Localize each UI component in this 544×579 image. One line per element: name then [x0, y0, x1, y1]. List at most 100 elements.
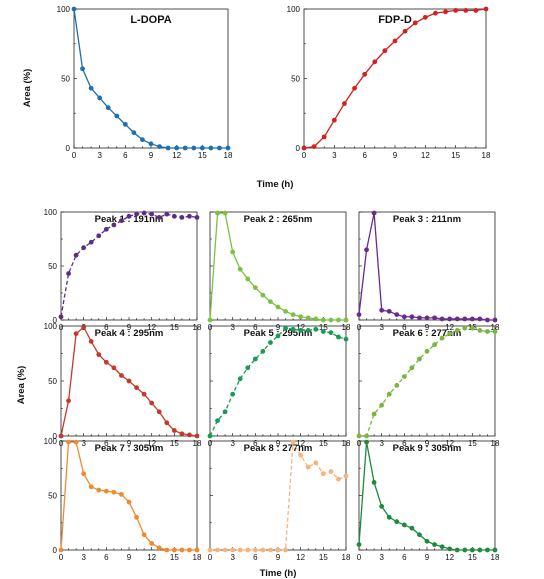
data-point	[439, 544, 445, 550]
data-point	[194, 215, 200, 220]
data-point	[352, 85, 357, 91]
data-point	[328, 317, 334, 323]
data-point	[268, 340, 273, 345]
x-tick-label: 12	[296, 553, 305, 562]
x-tick-label: 0	[59, 553, 64, 562]
data-point	[111, 365, 117, 371]
bottom-y-axis-label: Area (%)	[16, 366, 27, 405]
x-tick-label: 15	[468, 439, 477, 448]
data-point	[321, 134, 327, 140]
x-tick-label: 6	[362, 151, 367, 160]
chart-title: L-DOPA	[130, 14, 171, 26]
x-tick-label: 6	[104, 439, 109, 448]
x-tick-label: 9	[393, 151, 398, 160]
x-tick-label: 3	[379, 553, 384, 562]
x-tick-label: 9	[425, 323, 430, 332]
y-tick-label: 50	[61, 75, 70, 84]
data-point	[409, 525, 415, 531]
series-line	[73, 8, 228, 149]
bottom-x-axis-label: Time (h)	[260, 568, 297, 579]
data-point	[179, 215, 185, 220]
data-point	[222, 409, 228, 415]
data-point	[245, 365, 251, 371]
data-point	[477, 547, 483, 553]
data-point	[477, 316, 483, 322]
data-point	[401, 374, 407, 379]
data-point	[473, 7, 479, 13]
plot-frame	[209, 325, 347, 437]
data-point	[469, 316, 475, 322]
data-point	[485, 547, 490, 553]
x-tick-label: 12	[421, 151, 430, 160]
data-point	[131, 130, 137, 136]
data-point	[313, 316, 319, 322]
data-point	[119, 492, 124, 497]
x-tick-label: 6	[402, 323, 407, 332]
x-tick-label: 15	[170, 323, 179, 332]
data-point	[409, 314, 415, 320]
data-point	[191, 145, 197, 151]
data-point	[148, 141, 154, 147]
x-tick-label: 9	[127, 439, 132, 448]
data-point	[245, 547, 251, 553]
data-point	[447, 546, 453, 552]
chart-title: Peak 9 : 305nm	[393, 443, 462, 454]
data-point	[298, 328, 304, 333]
data-point	[71, 6, 77, 12]
series-line	[60, 441, 197, 551]
data-point	[88, 85, 94, 91]
x-tick-label: 15	[319, 553, 328, 562]
data-point	[424, 348, 430, 354]
data-point	[386, 391, 392, 397]
data-point	[290, 312, 296, 317]
data-point	[179, 431, 185, 437]
top-y-axis-label: Area (%)	[22, 69, 33, 108]
x-tick-label: 12	[296, 323, 305, 332]
x-tick-label: 9	[276, 553, 281, 562]
data-point	[409, 365, 415, 371]
data-point	[343, 336, 349, 342]
data-point	[283, 547, 288, 553]
x-tick-label: 15	[451, 151, 460, 160]
data-point	[394, 312, 400, 317]
data-point	[156, 215, 162, 220]
data-point	[301, 145, 307, 151]
chart-panel-9: 0 3 6 9 12 15 18 0 50 100 Peak 7 : 305nm	[44, 437, 202, 562]
y-tick-label: 100	[44, 322, 58, 331]
data-point	[81, 324, 87, 330]
data-point	[207, 547, 213, 553]
data-point	[164, 211, 170, 217]
y-tick-label: 50	[291, 75, 300, 84]
data-point	[96, 233, 102, 239]
data-point	[320, 471, 326, 477]
data-point	[187, 547, 192, 553]
plot-frame	[209, 211, 347, 321]
plot-frame	[60, 211, 198, 321]
data-point	[290, 326, 296, 332]
x-tick-label: 9	[276, 439, 281, 448]
data-point	[492, 547, 498, 553]
data-point	[454, 316, 460, 322]
data-point	[313, 460, 319, 466]
data-point	[103, 226, 109, 232]
data-point	[401, 314, 407, 320]
data-point	[96, 352, 102, 357]
data-point	[58, 314, 64, 320]
data-point	[88, 339, 94, 344]
chart-panel-11: 0 3 6 9 12 15 18 Peak 9 : 305nm	[356, 439, 500, 562]
data-point	[275, 547, 281, 553]
data-point	[283, 308, 288, 314]
y-tick-label: 50	[48, 377, 57, 386]
plot-frame	[358, 211, 496, 321]
series-line	[60, 212, 198, 317]
data-point	[141, 210, 147, 216]
data-point	[66, 439, 71, 445]
series-line	[358, 441, 495, 551]
x-tick-label: 9	[425, 553, 430, 562]
data-point	[362, 71, 368, 77]
data-point	[171, 547, 177, 553]
x-tick-label: 12	[445, 553, 454, 562]
data-point	[165, 145, 171, 151]
